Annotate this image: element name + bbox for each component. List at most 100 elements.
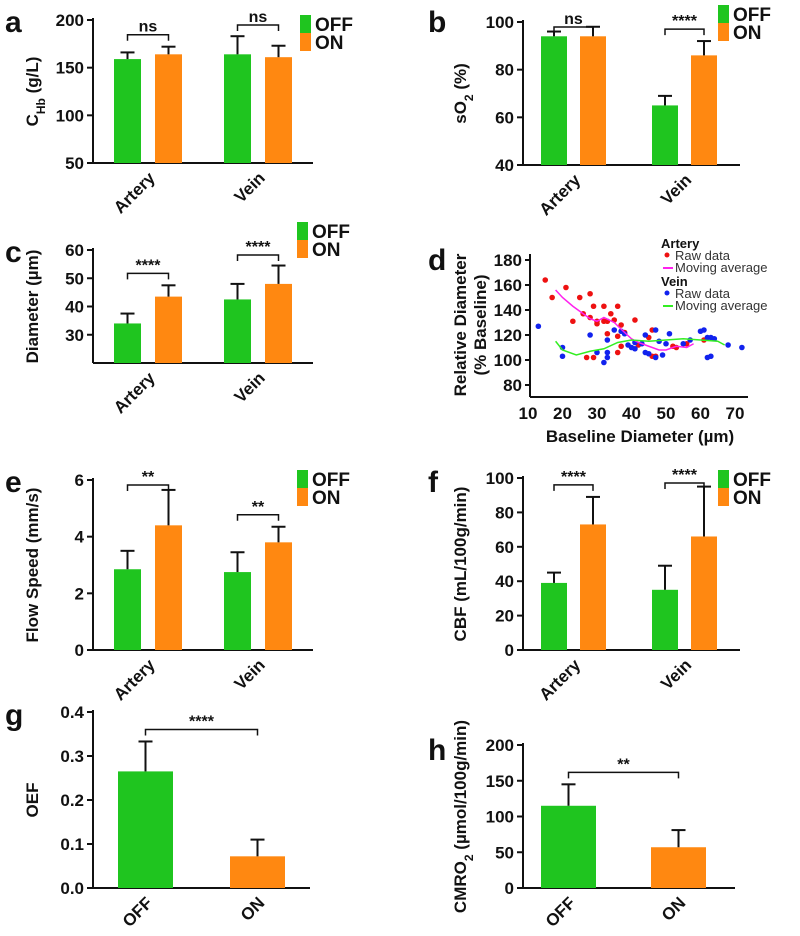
category-label: Artery (535, 170, 584, 219)
bar-cmro2-off (541, 805, 596, 888)
y-tick-label: 0.2 (60, 791, 84, 810)
panel-d: d 80 100 120 140 160 180 10 20 30 40 50 60 70 Baseline… (428, 236, 768, 446)
legend-label: ON (733, 488, 762, 509)
x-tick-label: 30 (588, 404, 607, 423)
vein-raw-point (604, 337, 611, 343)
artery-raw-point (542, 277, 549, 283)
vein-raw-point (632, 345, 638, 352)
x-tick-label: 40 (622, 404, 641, 423)
y-tick-label: 150 (486, 772, 514, 791)
legend-label: OFF (733, 5, 771, 26)
bar-off-vein (224, 572, 251, 650)
legend-label: OFF (733, 470, 771, 491)
legend-label: OFF (312, 470, 350, 491)
y-axis-label-line2: (% Baseline) (471, 274, 490, 375)
y-tick-label: 160 (494, 276, 522, 295)
y-tick-label: 200 (56, 11, 84, 30)
y-tick-label: 4 (75, 528, 85, 547)
legend-group-title: Artery (661, 236, 700, 251)
y-tick-label: 50 (65, 269, 84, 288)
legend-label: OFF (312, 222, 350, 243)
panel-c: c 30 40 50 60 Diameter (µm) **** **** Artery Vein… (5, 222, 350, 417)
y-axis-label: sO2 (%) (451, 63, 476, 124)
y-tick-label: 100 (494, 351, 522, 370)
significance-bracket (664, 28, 705, 36)
significance-label: **** (561, 469, 587, 486)
artery-raw-point (601, 303, 607, 310)
y-axis-label-part: Diameter (µm) (23, 250, 42, 364)
y-axis-label-part: CMRO (451, 861, 470, 913)
y-axis-label-part: (g/L) (23, 57, 42, 99)
category-label: Artery (110, 368, 159, 417)
category-label: Vein (231, 168, 269, 206)
legend-label: ON (312, 240, 341, 261)
y-tick-label: 50 (495, 843, 514, 862)
vein-raw-point (663, 340, 669, 347)
y-tick-label: 2 (75, 584, 84, 603)
vein-raw-point (604, 349, 611, 356)
bar-off-vein (224, 54, 251, 163)
panel-letter: e (5, 466, 22, 499)
vein-raw-point (652, 327, 659, 333)
category-label: Artery (535, 655, 584, 704)
significance-label: ns (564, 11, 583, 28)
y-tick-label: 120 (494, 326, 522, 345)
category-label: Artery (110, 168, 159, 217)
y-axis-label: CMRO2 (µmol/100g/min) (451, 720, 476, 913)
significance-bracket (553, 26, 594, 33)
artery-raw-point (632, 317, 638, 323)
y-axis-label: Flow Speed (mm/s) (23, 488, 42, 643)
bar-off-vein (652, 105, 678, 165)
bar-on-artery (580, 524, 606, 650)
y-axis-label-subscript: 2 (462, 94, 476, 101)
bar-off-artery (114, 323, 141, 363)
bar-on-vein (265, 542, 292, 650)
vein-raw-point (601, 359, 607, 366)
artery-raw-point (563, 284, 569, 291)
bar-on-artery (155, 296, 182, 363)
artery-raw-point (594, 320, 600, 327)
bar-off-artery (541, 582, 567, 650)
bar-on-vein (691, 536, 717, 650)
vein-raw-point (642, 332, 649, 338)
vein-raw-point (587, 332, 593, 338)
bar-off-vein (224, 299, 251, 363)
legend-swatch-on (300, 33, 311, 51)
y-tick-label: 100 (486, 13, 514, 32)
significance-bracket (567, 771, 680, 779)
panel-g: g 0.0 0.1 0.2 0.3 0.4 OEF **** OFF ON (5, 699, 310, 931)
significance-label: ** (617, 756, 630, 773)
x-tick-label: 10 (519, 404, 538, 423)
category-label: ON (658, 893, 689, 924)
x-tick-label: 20 (553, 404, 572, 423)
vein-raw-point (645, 350, 652, 357)
artery-raw-point (618, 343, 624, 350)
y-tick-label: 80 (495, 503, 514, 522)
y-tick-label: 60 (495, 108, 514, 127)
category-label: Vein (231, 655, 269, 693)
x-tick-label: 70 (726, 404, 745, 423)
y-tick-label: 80 (495, 61, 514, 80)
y-tick-label: 200 (486, 736, 514, 755)
y-tick-label: 40 (65, 298, 84, 317)
vein-raw-point (559, 353, 566, 360)
artery-raw-point (608, 310, 614, 317)
y-axis-label-part: (%) (451, 63, 470, 94)
y-axis-label: OEF (23, 783, 42, 818)
legend-label: ON (733, 23, 762, 44)
panel-f: f 0 20 40 60 80 100 CBF (mL/100g/min) **** **** Ar… (428, 466, 771, 704)
bar-off-artery (541, 36, 567, 165)
vein-raw-point (604, 354, 611, 361)
y-tick-label: 100 (486, 808, 514, 827)
y-axis-label-part: Flow Speed (mm/s) (23, 488, 42, 643)
y-axis-label-line1: Relative Diameter (451, 253, 470, 396)
category-label: Vein (231, 368, 269, 406)
y-axis-label: Diameter (µm) (23, 250, 42, 364)
significance-bracket (126, 484, 170, 491)
vein-raw-point (611, 327, 618, 333)
y-axis-label: CHb (g/L) (23, 57, 48, 127)
y-tick-label: 6 (75, 471, 84, 490)
category-label: Vein (657, 170, 695, 208)
y-tick-label: 150 (56, 59, 84, 78)
significance-bracket (126, 33, 170, 41)
